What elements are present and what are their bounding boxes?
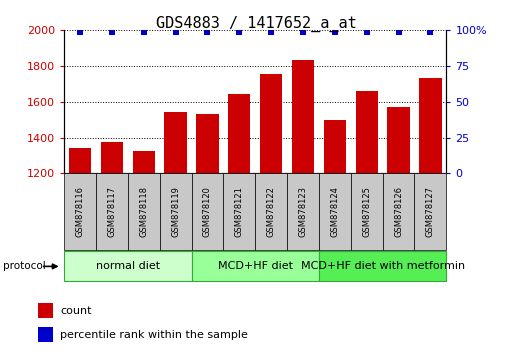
Text: GSM878121: GSM878121 <box>235 186 244 237</box>
Bar <box>292 60 314 173</box>
Point <box>203 29 211 34</box>
Bar <box>356 91 378 173</box>
Bar <box>69 148 91 173</box>
Bar <box>419 78 442 173</box>
Bar <box>38 303 53 318</box>
FancyBboxPatch shape <box>415 173 446 250</box>
Text: GSM878118: GSM878118 <box>139 186 148 237</box>
Text: GDS4883 / 1417652_a_at: GDS4883 / 1417652_a_at <box>156 16 357 32</box>
FancyBboxPatch shape <box>287 173 319 250</box>
FancyBboxPatch shape <box>319 251 446 281</box>
Point <box>140 29 148 34</box>
FancyBboxPatch shape <box>255 173 287 250</box>
Point <box>331 29 339 34</box>
FancyBboxPatch shape <box>383 173 415 250</box>
Text: GSM878119: GSM878119 <box>171 186 180 237</box>
Bar <box>387 107 410 173</box>
FancyBboxPatch shape <box>64 251 191 281</box>
Bar <box>132 151 155 173</box>
Bar <box>260 74 282 173</box>
Bar <box>324 120 346 173</box>
FancyBboxPatch shape <box>351 173 383 250</box>
Point <box>394 29 403 34</box>
FancyBboxPatch shape <box>191 251 319 281</box>
Text: normal diet: normal diet <box>96 261 160 272</box>
Point <box>363 29 371 34</box>
FancyBboxPatch shape <box>96 173 128 250</box>
Text: GSM878127: GSM878127 <box>426 186 435 237</box>
Text: MCD+HF diet: MCD+HF diet <box>218 261 293 272</box>
Bar <box>165 112 187 173</box>
FancyBboxPatch shape <box>64 173 96 250</box>
FancyBboxPatch shape <box>319 173 351 250</box>
Text: GSM878122: GSM878122 <box>267 186 275 237</box>
Text: GSM878117: GSM878117 <box>107 186 116 237</box>
Text: GSM878123: GSM878123 <box>299 186 307 237</box>
Text: GSM878126: GSM878126 <box>394 186 403 237</box>
Point <box>299 29 307 34</box>
Text: GSM878124: GSM878124 <box>330 186 339 237</box>
Point <box>235 29 243 34</box>
FancyBboxPatch shape <box>223 173 255 250</box>
Text: percentile rank within the sample: percentile rank within the sample <box>60 330 248 340</box>
FancyBboxPatch shape <box>128 173 160 250</box>
Point <box>108 29 116 34</box>
Bar <box>228 94 250 173</box>
Point <box>171 29 180 34</box>
Text: MCD+HF diet with metformin: MCD+HF diet with metformin <box>301 261 465 272</box>
Point <box>76 29 84 34</box>
FancyBboxPatch shape <box>160 173 191 250</box>
Text: count: count <box>60 306 91 316</box>
Text: GSM878125: GSM878125 <box>362 186 371 237</box>
Point <box>426 29 435 34</box>
Text: GSM878116: GSM878116 <box>75 186 85 237</box>
Bar <box>101 142 123 173</box>
Text: protocol: protocol <box>3 261 45 272</box>
Text: GSM878120: GSM878120 <box>203 186 212 237</box>
Point <box>267 29 275 34</box>
FancyBboxPatch shape <box>191 173 223 250</box>
Bar <box>196 114 219 173</box>
Bar <box>38 327 53 342</box>
